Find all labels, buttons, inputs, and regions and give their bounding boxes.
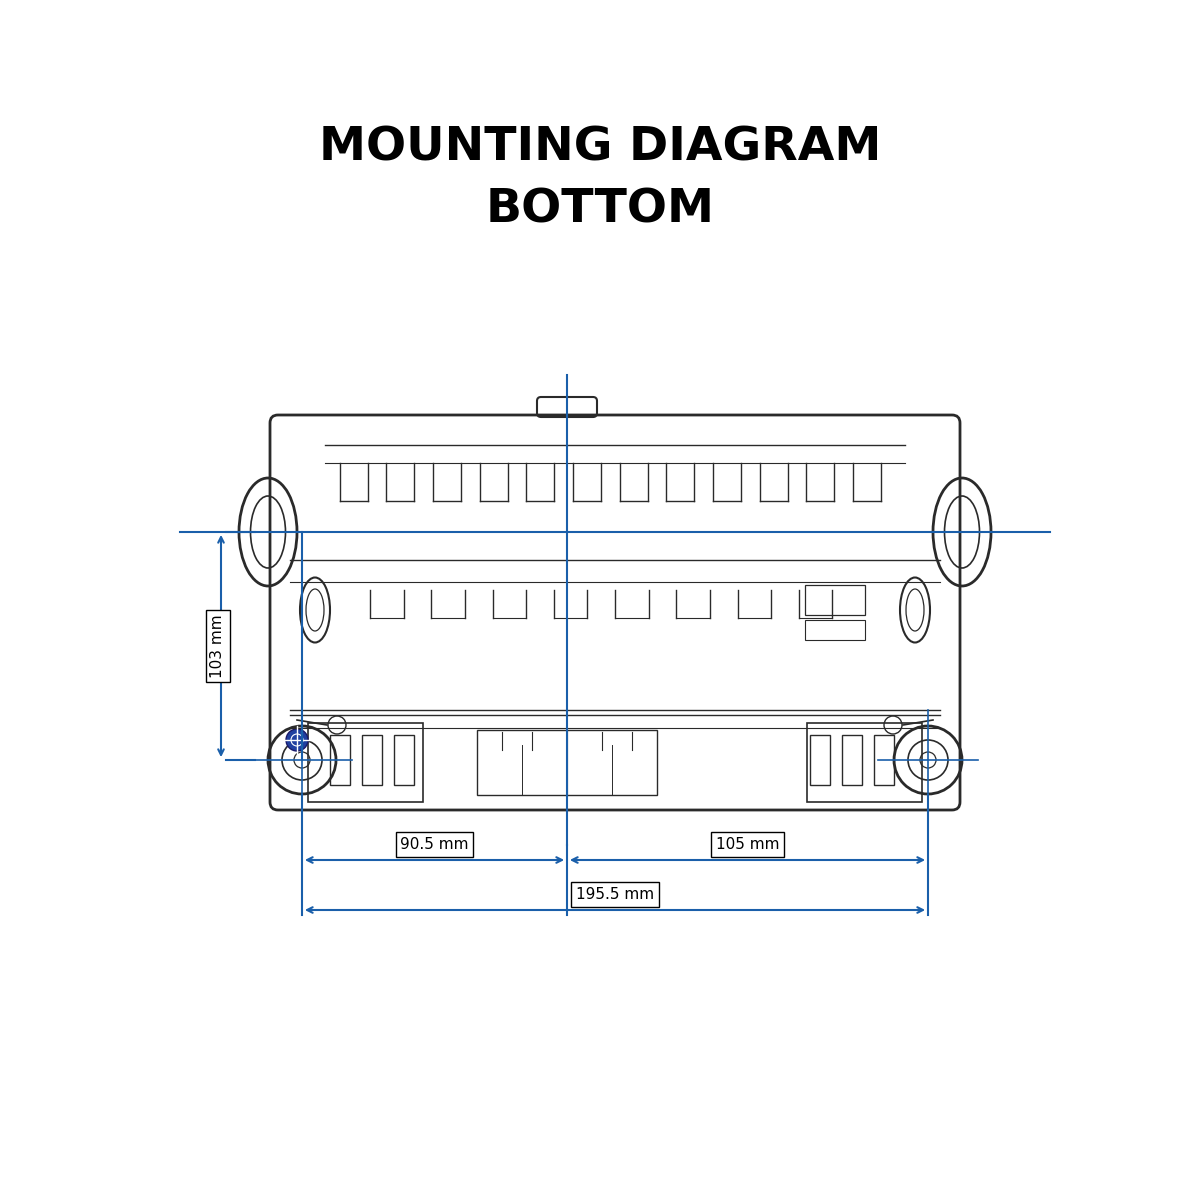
Text: 105 mm: 105 mm — [715, 838, 779, 852]
Bar — [805, 584, 865, 614]
Text: MOUNTING DIAGRAM: MOUNTING DIAGRAM — [319, 126, 881, 170]
Bar — [805, 620, 865, 640]
Bar — [810, 734, 830, 785]
Text: 103 mm: 103 mm — [210, 614, 226, 678]
Bar — [808, 722, 922, 802]
Bar — [330, 734, 350, 785]
Bar — [308, 722, 424, 802]
Text: 195.5 mm: 195.5 mm — [576, 887, 654, 902]
Bar — [394, 734, 414, 785]
Text: BOTTOM: BOTTOM — [486, 187, 714, 233]
Bar — [874, 734, 894, 785]
Ellipse shape — [286, 728, 308, 751]
Bar — [478, 730, 658, 794]
Bar — [362, 734, 382, 785]
Text: 90.5 mm: 90.5 mm — [401, 838, 469, 852]
Bar — [842, 734, 862, 785]
